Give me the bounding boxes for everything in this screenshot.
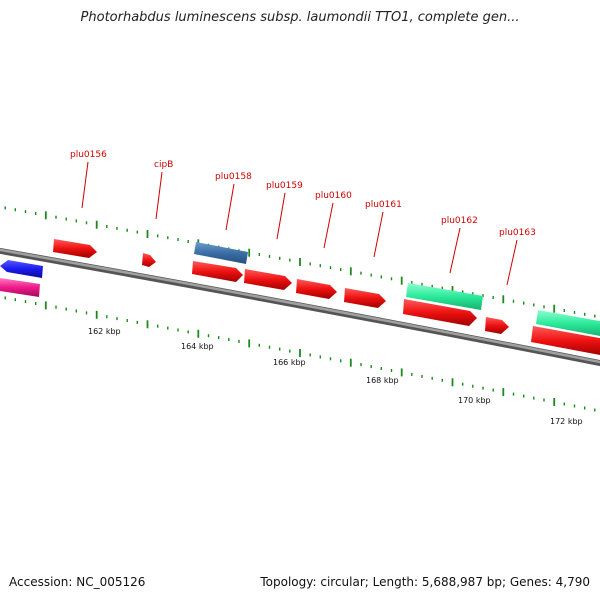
misc-feature-left-blue[interactable] — [0, 260, 43, 278]
gene-feature-plu0156[interactable] — [53, 239, 97, 258]
trna-feature-plu0158[interactable] — [194, 242, 248, 264]
reverse-strand-features — [0, 261, 600, 356]
gene-label-plu0159[interactable]: plu0159 — [266, 181, 303, 191]
gene-label-plu0163[interactable]: plu0163 — [499, 228, 536, 238]
gene-label-plu0162[interactable]: plu0162 — [441, 216, 478, 226]
rrna-feature-plu0162[interactable] — [406, 283, 483, 310]
gene-feature-plu0159[interactable] — [244, 269, 292, 290]
gene-feature-plu0163[interactable] — [485, 317, 509, 334]
misc-feature-left-pink[interactable] — [0, 278, 40, 297]
gene-label-plu0158[interactable]: plu0158 — [215, 172, 252, 182]
gene-feature-right-cds[interactable] — [531, 326, 600, 356]
lower-tick-row — [4, 296, 596, 412]
gene-feature-plu0161[interactable] — [344, 288, 386, 308]
gene-feature-plu0162-cds[interactable] — [403, 299, 477, 326]
scale-label-162kbp: 162 kbp — [88, 327, 121, 336]
gene-labels: plu0156 cipB plu0158 plu0159 plu0160 plu… — [70, 150, 536, 238]
scale-label-170kbp: 170 kbp — [458, 396, 491, 405]
gene-feature-cipB[interactable] — [142, 253, 156, 267]
genome-stats-text: Topology: circular; Length: 5,688,987 bp… — [260, 575, 590, 589]
gene-label-leaders — [81, 161, 518, 286]
rrna-feature-right[interactable] — [536, 310, 600, 337]
gene-label-cipB[interactable]: cipB — [154, 160, 173, 170]
scale-label-168kbp: 168 kbp — [366, 376, 399, 385]
gene-feature-plu0160[interactable] — [296, 279, 337, 299]
scale-label-164kbp: 164 kbp — [181, 342, 214, 351]
scale-labels: 162 kbp 164 kbp 166 kbp 168 kbp 170 kbp … — [88, 327, 583, 426]
scale-label-166kbp: 166 kbp — [273, 358, 306, 367]
forward-strand-features — [0, 239, 600, 337]
scale-label-172kbp: 172 kbp — [550, 417, 583, 426]
gene-label-plu0160[interactable]: plu0160 — [315, 191, 352, 201]
upper-tick-row — [4, 206, 596, 318]
gene-feature-plu0158-cds[interactable] — [192, 261, 243, 282]
gene-label-plu0161[interactable]: plu0161 — [365, 200, 402, 210]
map-title: Photorhabdus luminescens subsp. laumondi… — [80, 10, 520, 25]
gene-label-plu0156[interactable]: plu0156 — [70, 150, 107, 160]
accession-text: Accession: NC_005126 — [9, 575, 146, 589]
genome-backbone — [0, 247, 600, 367]
